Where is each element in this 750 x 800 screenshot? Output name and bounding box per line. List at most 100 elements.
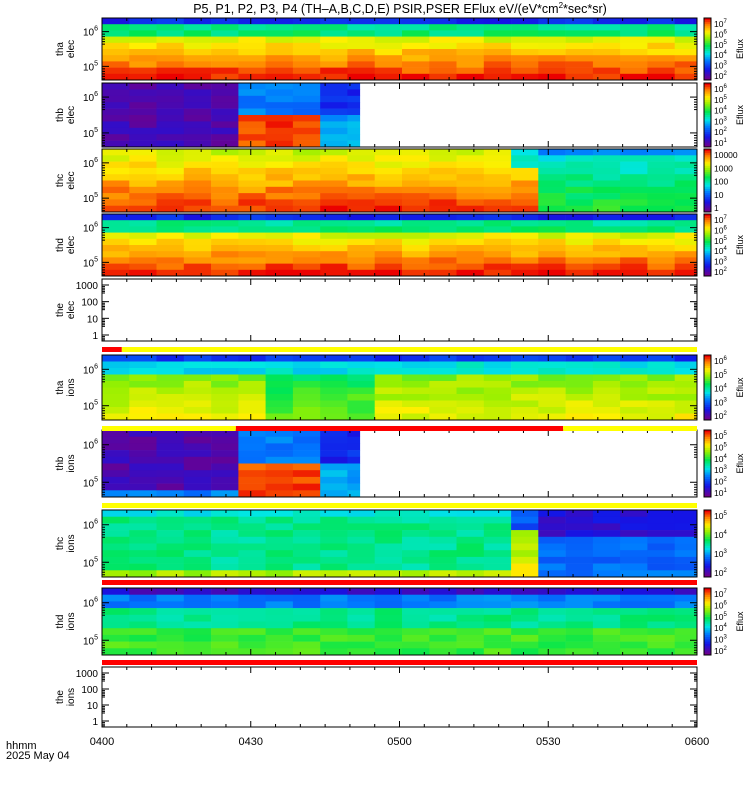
spectrogram-cell [211,450,239,458]
spectrogram-cell [674,563,698,571]
spectrogram-cell [320,407,348,414]
spectrogram-cell [238,67,266,75]
spectrogram-cell [647,530,675,538]
colorbar-tick-label: 107 [714,215,727,225]
spectrogram-cell [211,161,239,169]
spectrogram-cell [538,394,566,401]
spectrogram-cell [592,368,621,375]
spectrogram-cell [647,18,675,25]
spectrogram-cell [483,149,512,156]
spectrogram-cell [320,394,348,401]
spectrogram-cell [511,232,539,240]
spectrogram-cell [620,614,648,622]
spectrogram-cell [265,436,294,444]
spectrogram-cell [156,180,185,188]
spectrogram-cell [265,570,294,578]
colorbar-swatch [704,588,711,591]
spectrogram-cell [102,570,130,578]
spectrogram-cell [374,149,403,156]
spectrogram-cell [483,251,512,258]
spectrogram-cell [183,193,212,200]
spectrogram-cell [592,407,621,414]
colorbar-swatch [704,646,711,649]
spectrogram-cell [292,361,321,369]
spectrogram-cell [647,269,675,277]
spectrogram-cells [102,355,698,421]
spectrogram-cell [620,174,648,181]
spectrogram-cell [320,24,348,31]
spectrogram-cell [265,174,294,181]
spectrogram-cell [402,214,430,221]
spectrogram-cell [211,220,239,227]
colorbar-swatch [704,129,711,133]
colorbar-swatch [704,97,711,101]
spectrogram-cell [592,199,621,206]
spectrogram-cell [211,232,239,240]
colorbar-swatch [704,83,711,86]
spectrogram-cell [538,55,566,62]
spectrogram-cell [129,601,157,609]
colorbar-frame [703,509,712,578]
spectrogram-cell [620,42,648,50]
colorbar-swatch [704,479,711,482]
colorbar-tick-label: 107 [714,19,727,29]
spectrogram-cell [538,186,566,194]
spectrogram-cell [156,594,185,602]
spectrogram-cell [402,180,430,188]
colorbar-tick-label: 102 [714,568,727,578]
spectrogram-cell [592,381,621,388]
colorbar-swatch [704,61,711,64]
spectrogram-cell [538,614,566,622]
spectrogram-cell [565,516,594,524]
spectrogram-cell [511,368,539,375]
spectrogram-cell [347,36,375,44]
spectrogram-cell [292,83,321,90]
spectrogram-cell [429,594,457,602]
spectrogram-cell [238,543,266,551]
spectrogram-cell [238,269,266,277]
colorbar-swatch [704,220,711,223]
spectrogram-cell [483,550,512,558]
colorbar-swatch [704,539,711,542]
spectrogram-cell [211,570,239,578]
spectrogram-cell [292,89,321,97]
colorbar-tick-label: 102 [714,267,727,277]
spectrogram-cell [374,220,403,227]
spectrogram-cell [620,193,648,200]
spectrogram-cell [538,648,566,656]
y-tick-label: 106 [83,222,98,235]
spectrogram-cell [347,55,375,62]
colorbar-tick-label: 103 [714,635,727,645]
spectrogram-cell [429,251,457,258]
spectrogram-cell [429,232,457,240]
colorbar-swatch [704,265,711,269]
spectrogram-cell [265,614,294,622]
spectrogram-cell [538,563,566,571]
spectrogram-cell [620,621,648,629]
spectrogram-cell [429,174,457,181]
spectrogram-cell [292,127,321,135]
spectrogram-cell [647,628,675,636]
spectrogram-cell [511,355,539,362]
spectrogram-cell [647,536,675,544]
colorbar-swatch [704,119,711,122]
spectrogram-cell [238,30,266,37]
spectrogram-cell [129,238,157,246]
spectrogram-cell [320,510,348,517]
colorbar-swatch [704,176,711,179]
spectrogram-cell [483,621,512,629]
spectrogram-cell [292,30,321,37]
spectrogram-cell [102,621,130,629]
spectrogram-cell [647,563,675,571]
spectrogram-cell [402,550,430,558]
colorbar-swatch [704,628,711,631]
spectrogram-cell [265,269,294,277]
spectrogram-cell [156,232,185,240]
colorbar-swatch [704,218,711,221]
spectrogram-cell [292,115,321,122]
spectrogram-cell [320,368,348,375]
x-axis: 0400 0430 0500 0530 0600 [90,736,709,748]
